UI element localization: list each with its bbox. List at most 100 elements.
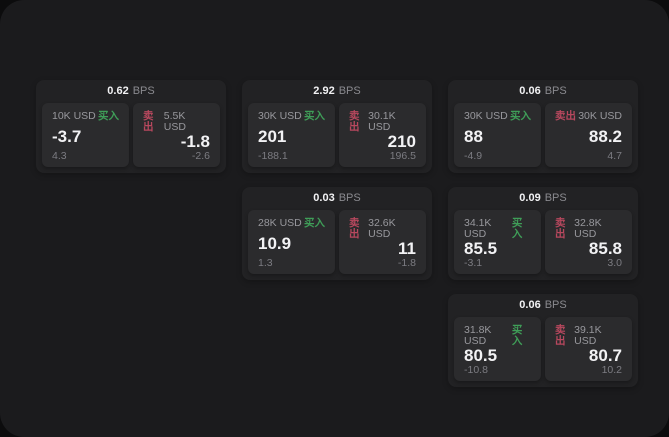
card-body: 30K USD 买入 201 -188.1 卖出 30.1K USD 210 1… xyxy=(242,103,432,173)
buy-tile-top: 28K USD 买入 xyxy=(258,218,325,229)
card-body: 30K USD 买入 88 -4.9 卖出 30K USD 88.2 4.7 xyxy=(448,103,638,173)
buy-amount: 28K USD xyxy=(258,217,302,229)
buy-amount: 30K USD xyxy=(464,110,508,122)
bps-value: 2.92 xyxy=(313,85,335,97)
sell-quote-tile[interactable]: 卖出 5.5K USD -1.8 -2.6 xyxy=(133,103,220,167)
bps-value: 0.06 xyxy=(519,299,541,311)
sell-amount: 32.6K USD xyxy=(368,217,396,240)
sell-quote-tile[interactable]: 卖出 32.8K USD 85.8 3.0 xyxy=(545,210,632,274)
quote-card: 2.92 BPS 30K USD 买入 201 -188.1 卖出 xyxy=(242,80,432,173)
card-body: 28K USD 买入 10.9 1.3 卖出 32.6K USD 11 -1.8 xyxy=(242,210,432,280)
sell-change: 4.7 xyxy=(607,149,622,162)
sell-change: -1.8 xyxy=(397,256,416,269)
buy-tile-top: 34.1K USD 买入 xyxy=(464,218,531,239)
sell-change: -2.6 xyxy=(191,149,210,162)
buy-quote-tile[interactable]: 28K USD 买入 10.9 1.3 xyxy=(248,210,335,274)
quote-card: 0.09 BPS 34.1K USD 买入 85.5 -3.1 卖出 xyxy=(448,187,638,280)
buy-change: 4.3 xyxy=(52,149,67,162)
sell-amount: 32.8K USD xyxy=(574,217,602,240)
sell-price: 80.7 xyxy=(588,345,622,365)
sell-tile-top: 卖出 30.1K USD xyxy=(349,111,416,132)
bps-value: 0.03 xyxy=(313,192,335,204)
buy-change: -3.1 xyxy=(464,256,483,269)
card-body: 31.8K USD 买入 80.5 -10.8 卖出 39.1K USD 80.… xyxy=(448,317,638,387)
buy-quote-tile[interactable]: 31.8K USD 买入 80.5 -10.8 xyxy=(454,317,541,381)
buy-side-label: 买入 xyxy=(511,324,523,347)
sell-price: -1.8 xyxy=(180,131,210,151)
sell-price: 85.8 xyxy=(588,238,622,258)
buy-tile-top: 30K USD 买入 xyxy=(258,111,325,122)
buy-quote-tile[interactable]: 30K USD 买入 88 -4.9 xyxy=(454,103,541,167)
buy-tile-top: 30K USD 买入 xyxy=(464,111,531,122)
card-header: 0.03 BPS xyxy=(242,187,432,210)
sell-quote-tile[interactable]: 卖出 30K USD 88.2 4.7 xyxy=(545,103,632,167)
sell-amount: 30.1K USD xyxy=(368,110,396,133)
sell-quote-tile[interactable]: 卖出 39.1K USD 80.7 10.2 xyxy=(545,317,632,381)
card-header: 0.06 BPS xyxy=(448,294,638,317)
buy-price: 88 xyxy=(464,126,483,146)
sell-price: 210 xyxy=(387,131,416,151)
sell-change: 3.0 xyxy=(607,256,622,269)
card-header: 0.06 BPS xyxy=(448,80,638,103)
bps-unit-label: BPS xyxy=(338,85,361,97)
sell-quote-tile[interactable]: 卖出 30.1K USD 210 196.5 xyxy=(339,103,426,167)
card-body: 10K USD 买入 -3.7 4.3 卖出 5.5K USD -1.8 -2.… xyxy=(36,103,226,173)
buy-amount: 34.1K USD xyxy=(464,217,492,240)
buy-side-label: 买入 xyxy=(98,110,119,122)
quote-card-grid: 0.62 BPS 10K USD 买入 -3.7 4.3 卖出 xyxy=(36,80,638,387)
buy-side-label: 买入 xyxy=(304,217,325,229)
buy-change: -10.8 xyxy=(464,363,488,376)
sell-side-label: 卖出 xyxy=(555,324,566,347)
card-header: 2.92 BPS xyxy=(242,80,432,103)
bps-unit-label: BPS xyxy=(132,85,155,97)
sell-side-label: 卖出 xyxy=(143,110,154,133)
buy-tile-top: 10K USD 买入 xyxy=(52,111,119,122)
sell-side-label: 卖出 xyxy=(349,217,360,240)
sell-side-label: 卖出 xyxy=(555,110,576,122)
bps-unit-label: BPS xyxy=(544,299,567,311)
buy-quote-tile[interactable]: 10K USD 买入 -3.7 4.3 xyxy=(42,103,129,167)
bps-value: 0.09 xyxy=(519,192,541,204)
buy-side-label: 买入 xyxy=(304,110,325,122)
sell-tile-top: 卖出 5.5K USD xyxy=(143,111,210,132)
sell-amount: 5.5K USD xyxy=(163,110,186,133)
buy-change: 1.3 xyxy=(258,256,273,269)
bps-unit-label: BPS xyxy=(544,192,567,204)
sell-quote-tile[interactable]: 卖出 32.6K USD 11 -1.8 xyxy=(339,210,426,274)
card-header: 0.09 BPS xyxy=(448,187,638,210)
sell-price: 11 xyxy=(398,238,416,258)
quote-card: 0.62 BPS 10K USD 买入 -3.7 4.3 卖出 xyxy=(36,80,226,173)
sell-tile-top: 卖出 32.8K USD xyxy=(555,218,622,239)
buy-price: 201 xyxy=(258,126,287,146)
buy-quote-tile[interactable]: 30K USD 买入 201 -188.1 xyxy=(248,103,335,167)
buy-tile-top: 31.8K USD 买入 xyxy=(464,325,531,346)
buy-side-label: 买入 xyxy=(511,217,523,240)
buy-change: -188.1 xyxy=(258,149,288,162)
buy-quote-tile[interactable]: 34.1K USD 买入 85.5 -3.1 xyxy=(454,210,541,274)
sell-amount: 39.1K USD xyxy=(574,324,602,347)
quote-card: 0.03 BPS 28K USD 买入 10.9 1.3 卖出 xyxy=(242,187,432,280)
sell-price: 88.2 xyxy=(588,126,622,146)
bps-value: 0.06 xyxy=(519,85,541,97)
sell-side-label: 卖出 xyxy=(555,217,566,240)
buy-price: 10.9 xyxy=(258,233,292,253)
buy-side-label: 买入 xyxy=(510,110,531,122)
buy-price: 85.5 xyxy=(464,238,498,258)
buy-change: -4.9 xyxy=(464,149,483,162)
sell-tile-top: 卖出 32.6K USD xyxy=(349,218,416,239)
sell-change: 10.2 xyxy=(601,363,622,376)
buy-amount: 10K USD xyxy=(52,110,96,122)
sell-side-label: 卖出 xyxy=(349,110,360,133)
sell-change: 196.5 xyxy=(389,149,416,162)
bps-value: 0.62 xyxy=(107,85,129,97)
bps-unit-label: BPS xyxy=(338,192,361,204)
buy-amount: 31.8K USD xyxy=(464,324,492,347)
quote-card: 0.06 BPS 31.8K USD 买入 80.5 -10.8 卖 xyxy=(448,294,638,387)
buy-price: -3.7 xyxy=(52,126,82,146)
sell-amount: 30K USD xyxy=(578,110,622,122)
buy-amount: 30K USD xyxy=(258,110,302,122)
bps-unit-label: BPS xyxy=(544,85,567,97)
quote-card: 0.06 BPS 30K USD 买入 88 -4.9 卖出 xyxy=(448,80,638,173)
